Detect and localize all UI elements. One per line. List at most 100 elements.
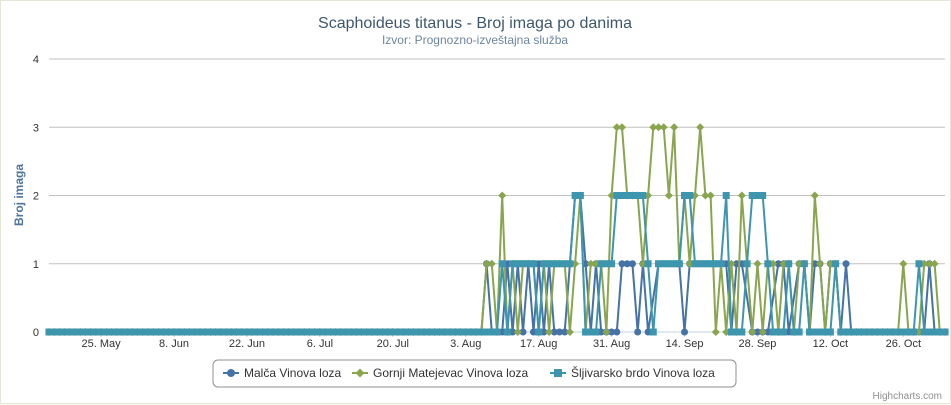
data-point[interactable] [582,328,590,336]
legend-item-3[interactable]: Šljivarsko brdo Vinova loza [550,365,715,380]
data-point[interactable] [227,328,235,336]
data-point[interactable] [378,328,386,336]
data-point[interactable] [816,328,824,336]
data-point[interactable] [681,328,689,336]
data-point[interactable] [815,259,824,268]
data-point[interactable] [300,328,308,336]
data-point[interactable] [233,328,241,336]
data-point[interactable] [659,123,668,132]
data-point[interactable] [342,328,350,336]
data-point[interactable] [368,328,376,336]
data-point[interactable] [852,328,860,336]
data-point[interactable] [743,260,751,268]
data-point[interactable] [628,260,636,268]
data-point[interactable] [660,260,668,268]
data-point[interactable] [706,191,715,200]
data-point[interactable] [337,328,345,336]
data-point[interactable] [649,123,658,132]
data-point[interactable] [565,328,574,336]
data-point[interactable] [206,328,214,336]
data-point[interactable] [540,260,548,268]
data-point[interactable] [238,328,246,336]
data-point[interactable] [295,328,303,336]
data-point[interactable] [488,328,496,336]
data-point[interactable] [618,192,626,199]
data-point[interactable] [50,328,58,336]
data-point[interactable] [545,328,554,336]
data-point[interactable] [665,260,673,268]
data-point[interactable] [384,328,392,336]
data-point[interactable] [868,328,876,336]
data-point[interactable] [217,328,225,336]
data-point[interactable] [613,328,621,336]
data-point[interactable] [170,328,178,336]
data-point[interactable] [420,328,428,336]
data-point[interactable] [863,328,871,336]
data-point[interactable] [899,259,908,268]
data-point[interactable] [925,328,933,336]
data-point[interactable] [482,259,491,268]
data-point[interactable] [535,328,543,336]
data-point[interactable] [758,328,767,336]
data-point[interactable] [498,191,507,200]
data-point[interactable] [858,328,866,336]
data-point[interactable] [894,328,902,336]
data-point[interactable] [623,260,631,268]
data-point[interactable] [587,328,595,336]
data-point[interactable] [842,260,850,268]
data-point[interactable] [905,328,913,336]
legend-marker[interactable] [355,368,365,378]
data-point[interactable] [810,191,819,200]
data-point[interactable] [519,328,527,336]
data-point[interactable] [149,328,157,336]
data-point[interactable] [884,328,892,336]
data-point[interactable] [363,328,371,336]
data-point[interactable] [795,328,803,336]
data-point[interactable] [748,192,756,199]
data-point[interactable] [154,328,162,336]
data-point[interactable] [279,328,287,336]
data-point[interactable] [550,260,558,268]
data-point[interactable] [305,328,313,336]
data-point[interactable] [186,328,194,336]
data-point[interactable] [602,260,610,268]
data-point[interactable] [592,328,600,336]
data-point[interactable] [759,192,767,199]
data-point[interactable] [644,260,652,268]
data-point[interactable] [222,328,230,336]
data-point[interactable] [806,328,814,336]
data-point[interactable] [425,328,433,336]
data-point[interactable] [462,328,470,336]
data-point[interactable] [556,260,564,268]
data-point[interactable] [566,260,574,268]
credits-link[interactable]: Highcharts.com [873,391,942,402]
data-point[interactable] [399,328,407,336]
data-point[interactable] [722,192,730,199]
data-point[interactable] [352,328,360,336]
data-point[interactable] [446,328,454,336]
data-point[interactable] [612,123,621,132]
data-point[interactable] [81,328,89,336]
data-point[interactable] [321,328,329,336]
data-point[interactable] [509,260,517,268]
data-point[interactable] [764,260,772,268]
data-point[interactable] [790,328,798,336]
data-point[interactable] [556,328,564,336]
data-point[interactable] [347,328,355,336]
legend-item-2[interactable]: Gornji Matejevac Vinova loza [352,366,529,380]
legend-marker[interactable] [554,369,562,377]
data-point[interactable] [358,328,366,336]
data-point[interactable] [561,328,569,336]
data-point[interactable] [472,328,480,336]
data-point[interactable] [274,328,282,336]
data-point[interactable] [899,328,907,336]
data-point[interactable] [670,123,679,132]
data-point[interactable] [108,328,116,336]
data-point[interactable] [290,328,298,336]
data-point[interactable] [737,191,746,200]
data-point[interactable] [753,328,761,336]
data-point[interactable] [514,260,522,268]
data-point[interactable] [811,328,819,336]
data-point[interactable] [102,328,110,336]
data-point[interactable] [832,260,840,268]
